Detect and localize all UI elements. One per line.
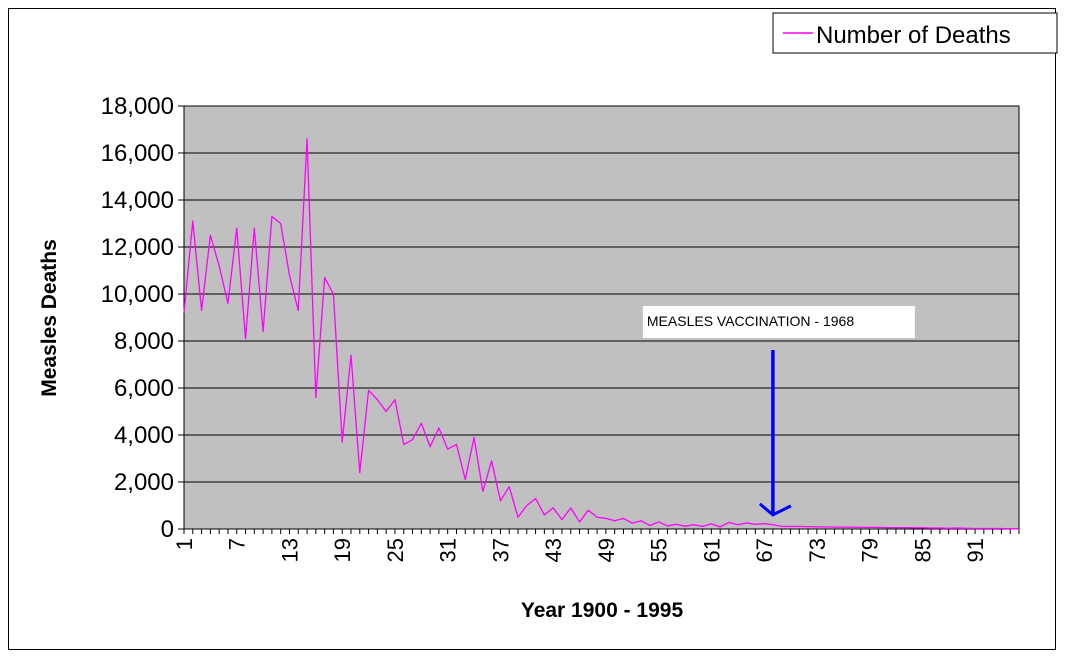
annotation-layer: MEASLES VACCINATION - 1968 xyxy=(642,306,915,517)
y-tick-label: 0 xyxy=(161,516,174,543)
y-axis-ticks: 0 2,000 4,000 6,000 8,000 10,000 12,000 14,000 1… xyxy=(101,93,184,543)
vaccination-arrow-head xyxy=(758,502,792,517)
x-tick-label: 7 xyxy=(225,538,250,550)
y-tick-label: 14,000 xyxy=(101,187,174,214)
x-axis-title: Year 1900 - 1995 xyxy=(521,599,684,622)
gridlines xyxy=(184,152,1019,483)
x-tick-label: 91 xyxy=(963,538,988,562)
x-tick-label: 49 xyxy=(594,538,619,562)
x-tick-label: 43 xyxy=(541,538,566,562)
x-tick-label: 73 xyxy=(805,538,830,562)
x-tick-label: 1 xyxy=(172,538,197,550)
annotation-box xyxy=(642,306,915,338)
x-tick-label: 67 xyxy=(752,538,777,562)
x-axis-ticks: 1 7 13 19 25 31 37 43 49 55 61 67 73 79 85 91 xyxy=(172,529,1020,562)
x-tick-label: 55 xyxy=(647,538,672,562)
y-tick-label: 6,000 xyxy=(114,375,174,402)
x-tick-label: 37 xyxy=(488,538,513,562)
chart-frame xyxy=(8,8,1056,650)
y-axis-title: Measles Deaths xyxy=(38,239,61,397)
y-tick-label: 2,000 xyxy=(114,469,174,496)
legend-box xyxy=(772,12,1058,54)
series-layer xyxy=(183,138,1019,530)
x-tick-label: 85 xyxy=(910,538,935,562)
x-tick-label: 19 xyxy=(330,538,355,562)
x-tick-label: 61 xyxy=(699,538,724,562)
x-tick-label: 13 xyxy=(277,538,302,562)
x-tick-label: 79 xyxy=(858,538,883,562)
y-tick-label: 12,000 xyxy=(101,234,174,261)
y-tick-label: 8,000 xyxy=(114,328,174,355)
legend-label: Number of Deaths xyxy=(816,22,1011,49)
y-tick-label: 16,000 xyxy=(101,140,174,167)
y-tick-label: 10,000 xyxy=(101,281,174,308)
x-tick-label: 25 xyxy=(383,538,408,562)
x-tick-label: 31 xyxy=(436,538,461,562)
y-tick-label: 4,000 xyxy=(114,422,174,449)
series-line-number-of-deaths xyxy=(183,138,1019,530)
annotation-text: MEASLES VACCINATION - 1968 xyxy=(647,313,854,329)
legend: Number of Deaths xyxy=(772,12,1058,54)
y-tick-label: 18,000 xyxy=(101,93,174,120)
